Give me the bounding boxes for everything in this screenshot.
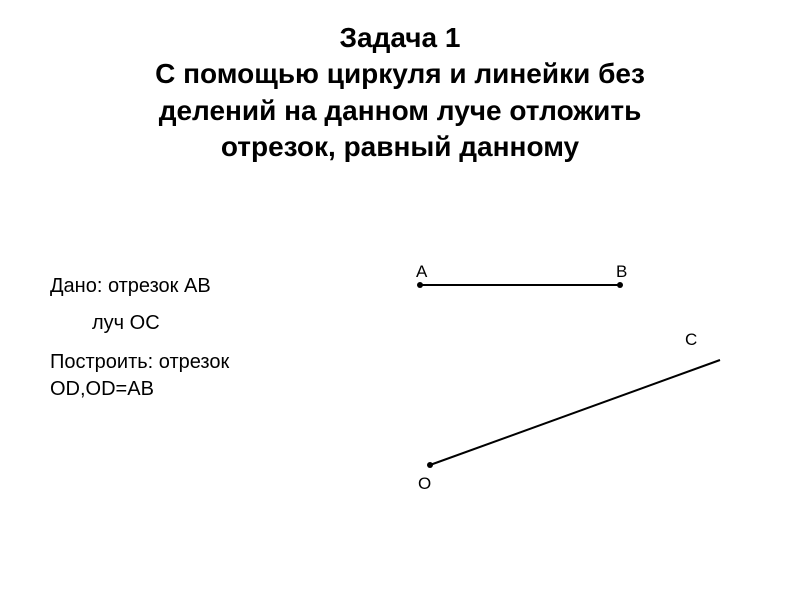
given-block: Дано: отрезок АВ луч ОС Построить: отрез… [50,275,310,417]
label-c: С [685,330,697,350]
given-line-2: луч ОС [50,312,310,335]
title-line-3: делений на данном луче отложить [40,93,760,129]
label-b: В [616,262,627,282]
point-o [427,462,433,468]
point-a [417,282,423,288]
given-line-1: Дано: отрезок АВ [50,275,310,298]
title-line-1: Задача 1 [40,20,760,56]
label-o: О [418,474,431,494]
ray-oc [430,360,720,465]
label-a: А [416,262,427,282]
point-b [617,282,623,288]
given-line-3: Построить: отрезок OD,OD=AB [50,349,310,403]
title-block: Задача 1 С помощью циркуля и линейки без… [0,0,800,166]
title-line-2: С помощью циркуля и линейки без [40,56,760,92]
title-line-4: отрезок, равный данному [40,129,760,165]
